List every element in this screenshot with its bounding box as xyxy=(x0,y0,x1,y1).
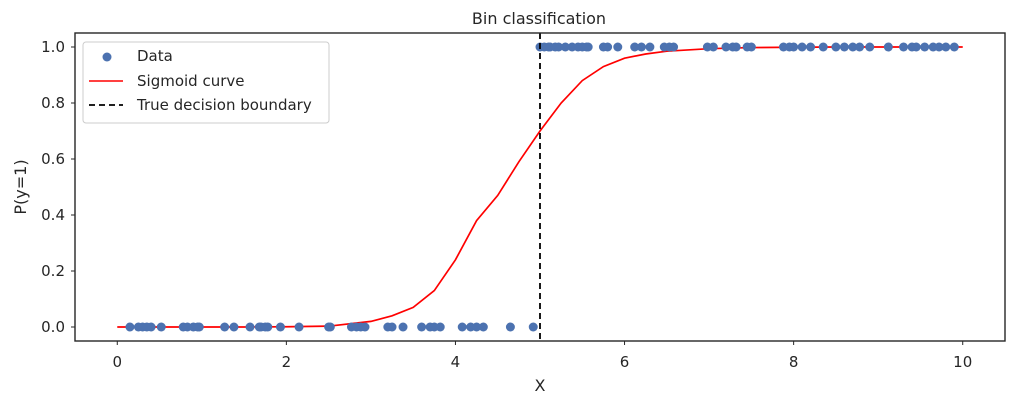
chart-title: Bin classification xyxy=(472,9,606,28)
data-point xyxy=(220,322,230,332)
data-point xyxy=(831,42,841,52)
data-point xyxy=(848,42,858,52)
data-point xyxy=(789,42,799,52)
data-point xyxy=(472,322,482,332)
plot-area xyxy=(117,33,963,341)
data-point xyxy=(560,42,570,52)
data-point xyxy=(387,322,397,332)
data-point xyxy=(275,322,285,332)
data-point xyxy=(818,42,828,52)
x-axis-label: X xyxy=(535,376,546,395)
legend-frame xyxy=(82,41,330,124)
x-tick-label: 8 xyxy=(789,353,799,371)
data-point xyxy=(360,322,370,332)
y-tick-label: 0.0 xyxy=(41,318,65,336)
data-point xyxy=(325,322,335,332)
x-tick-label: 6 xyxy=(620,353,630,371)
data-point xyxy=(797,42,807,52)
data-point xyxy=(194,322,204,332)
data-point xyxy=(645,42,655,52)
data-point xyxy=(708,42,718,52)
data-point xyxy=(911,42,921,52)
x-tick-label: 10 xyxy=(953,353,972,371)
y-tick-label: 0.6 xyxy=(41,150,65,168)
y-axis: 0.0 0.2 0.4 0.6 0.8 1.0 xyxy=(41,38,75,336)
data-point xyxy=(899,42,909,52)
data-point xyxy=(920,42,930,52)
y-tick-label: 0.2 xyxy=(41,262,65,280)
data-point xyxy=(746,42,756,52)
data-point xyxy=(125,322,135,332)
x-axis: 0 2 4 6 8 10 xyxy=(112,341,972,371)
data-point xyxy=(806,42,816,52)
data-point xyxy=(294,322,304,332)
data-point xyxy=(528,322,538,332)
data-point xyxy=(731,42,741,52)
data-point xyxy=(245,322,255,332)
legend-label-data: Data xyxy=(137,47,173,65)
legend-marker-data xyxy=(102,52,112,62)
data-point xyxy=(457,322,467,332)
legend-label-sigmoid: Sigmoid curve xyxy=(137,72,244,90)
data-point xyxy=(613,42,623,52)
data-point xyxy=(146,322,156,332)
data-point xyxy=(883,42,893,52)
y-tick-label: 1.0 xyxy=(41,38,65,56)
data-point xyxy=(865,42,875,52)
legend-label-boundary: True decision boundary xyxy=(136,96,312,114)
data-point xyxy=(603,42,613,52)
data-point xyxy=(855,42,865,52)
data-point xyxy=(417,322,427,332)
x-tick-label: 4 xyxy=(451,353,461,371)
data-point xyxy=(229,322,239,332)
data-point xyxy=(934,42,944,52)
y-tick-label: 0.8 xyxy=(41,94,65,112)
plot-frame xyxy=(74,32,1006,342)
data-point xyxy=(263,322,273,332)
y-tick-label: 0.4 xyxy=(41,206,65,224)
data-point xyxy=(669,42,679,52)
data-point xyxy=(839,42,849,52)
data-point xyxy=(583,42,593,52)
legend: Data Sigmoid curve True decision boundar… xyxy=(82,41,330,124)
data-point xyxy=(630,42,640,52)
data-point xyxy=(941,42,951,52)
data-point xyxy=(435,322,445,332)
data-point xyxy=(478,322,488,332)
data-point xyxy=(156,322,166,332)
y-axis-label: P(y=1) xyxy=(11,159,30,214)
x-tick-label: 0 xyxy=(112,353,122,371)
data-point xyxy=(636,42,646,52)
x-tick-label: 2 xyxy=(282,353,292,371)
data-point xyxy=(949,42,959,52)
data-point xyxy=(721,42,731,52)
data-point xyxy=(505,322,515,332)
data-point xyxy=(554,42,564,52)
data-point xyxy=(398,322,408,332)
